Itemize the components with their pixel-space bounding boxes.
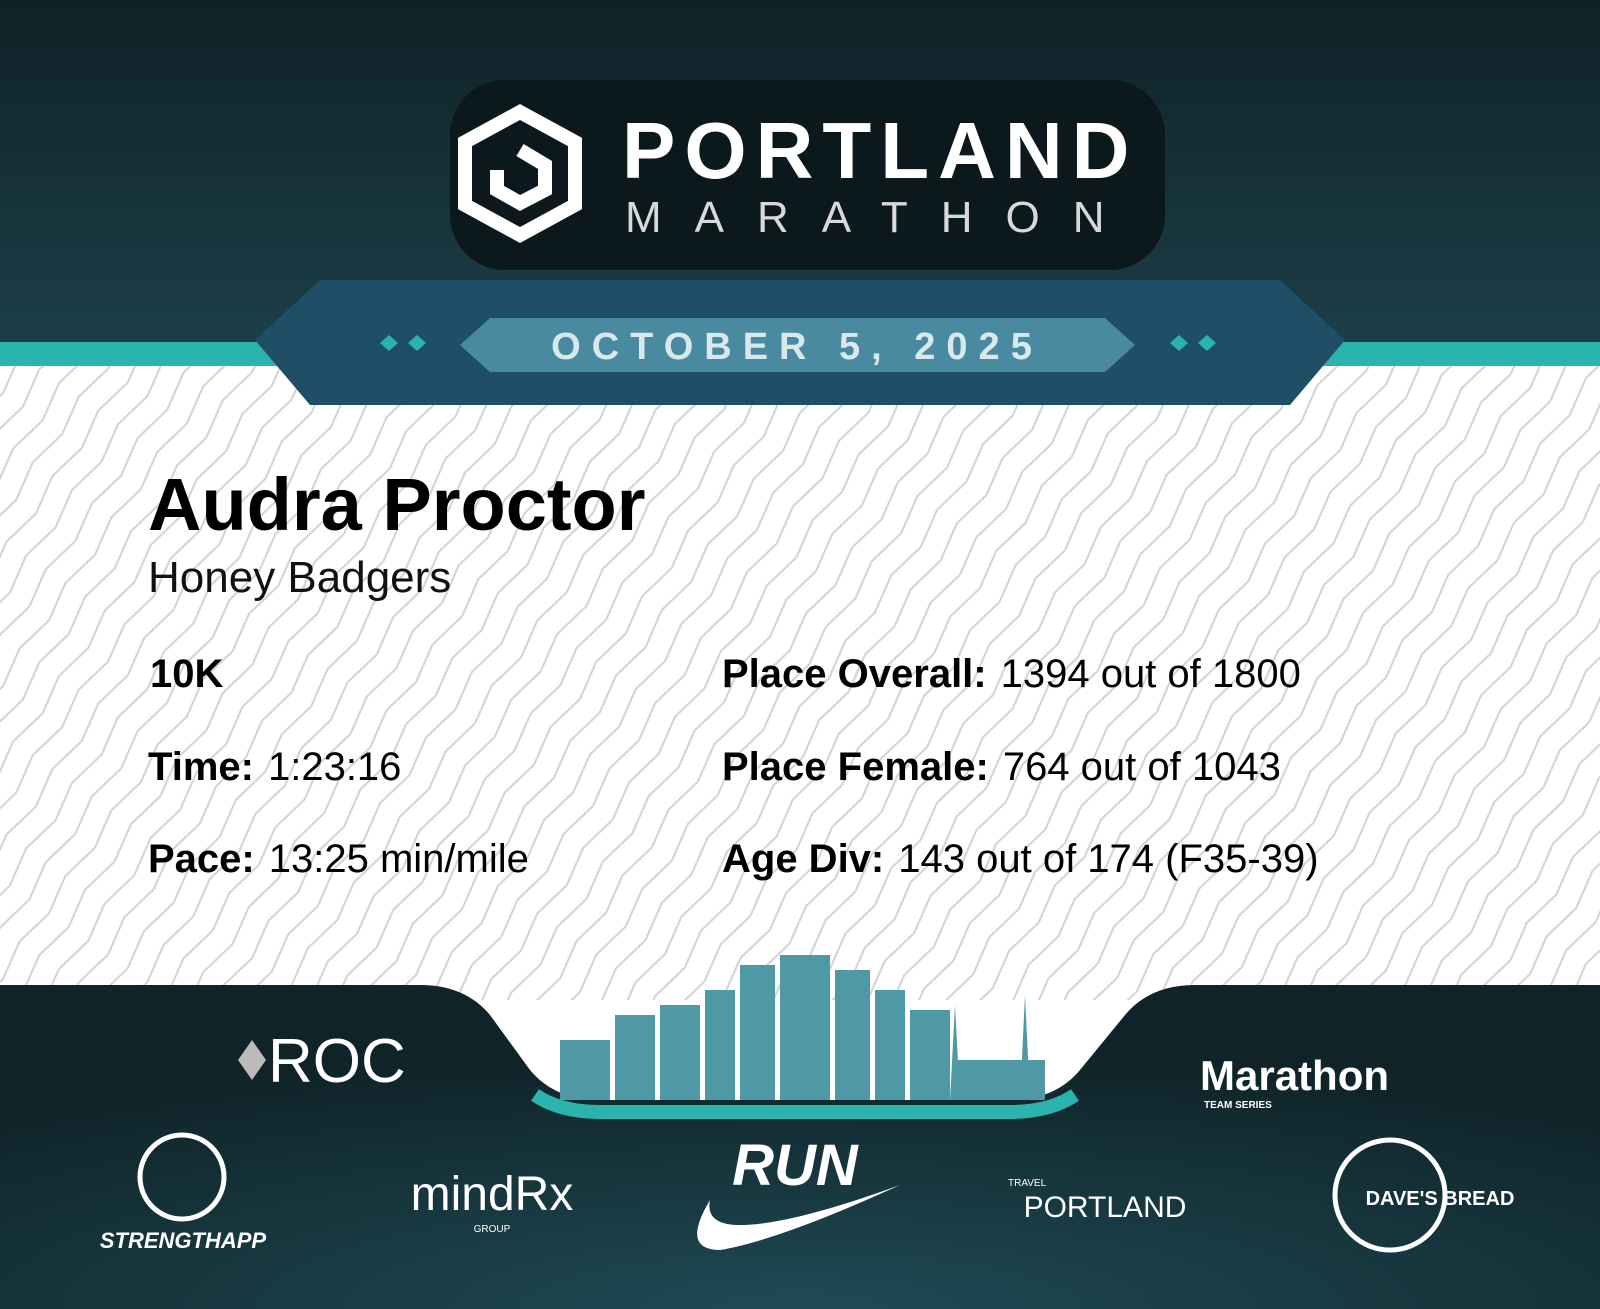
logo-title: PORTLAND bbox=[622, 106, 1138, 195]
swoosh bbox=[697, 1185, 900, 1250]
sponsor-run: RUN bbox=[732, 1133, 859, 1198]
stat-value: 143 out of 174 (F35-39) bbox=[898, 837, 1318, 881]
sponsor-marathon-tagline: TEAM SERIES bbox=[1204, 1100, 1272, 1111]
stat: Age Div: 143 out of 174 (F35-39) bbox=[722, 837, 1319, 881]
stat: Place Overall: 1394 out of 1800 bbox=[722, 652, 1301, 696]
logo-icon bbox=[458, 104, 582, 243]
sponsor-portland: PORTLAND bbox=[1024, 1191, 1187, 1224]
logo-subtitle: MARATHON bbox=[625, 193, 1138, 242]
stat-value: 1394 out of 1800 bbox=[1001, 652, 1301, 696]
stat-label: Place Overall: bbox=[722, 652, 987, 696]
stat-value: 764 out of 1043 bbox=[1003, 745, 1281, 789]
stat: Time: 1:23:16 bbox=[148, 745, 401, 789]
daves-mark bbox=[1332, 1137, 1448, 1253]
runner-name: Audra Proctor bbox=[148, 463, 646, 546]
team-name: Honey Badgers bbox=[148, 553, 451, 602]
stat-label: Age Div: bbox=[722, 837, 884, 881]
sponsor-mindrx-tagline: GROUP bbox=[474, 1224, 511, 1235]
sponsor-daves: DAVE'S BREAD bbox=[1366, 1188, 1515, 1210]
stat-value: 13:25 min/mile bbox=[269, 837, 529, 881]
event-date: OCTOBER 5, 2025 bbox=[551, 326, 1043, 368]
pattern bbox=[0, 350, 1600, 1000]
date-plate bbox=[460, 318, 1135, 372]
logo-backdrop bbox=[450, 80, 1165, 270]
stat-label: Pace: bbox=[148, 837, 255, 881]
sponsor-mindrx: mindRx bbox=[411, 1168, 574, 1221]
stat-value: 1:23:16 bbox=[268, 745, 401, 789]
sponsor-strengthapp: STRENGTHAPP bbox=[100, 1228, 267, 1253]
stat-label: Place Female: bbox=[722, 745, 989, 789]
sponsor-marathon: Marathon bbox=[1200, 1052, 1389, 1099]
stats: Time: 1:23:16 Pace: 13:25 min/mile Place Ove… bbox=[148, 652, 1319, 881]
skyline bbox=[560, 955, 1045, 1100]
sponsor-portland-tagline: TRAVEL bbox=[1008, 1178, 1047, 1189]
bottom-stripe bbox=[531, 1089, 1079, 1119]
roc-mark bbox=[238, 1040, 266, 1080]
bottom-band bbox=[0, 985, 1600, 1309]
strengthapp-mark bbox=[137, 1132, 227, 1222]
stat: Place Female: 764 out of 1043 bbox=[722, 745, 1281, 789]
sponsor-roc: ROC bbox=[268, 1027, 406, 1096]
sponsors: ROC Marathon TEAM SERIES STRENGTHAPP min… bbox=[100, 1027, 1515, 1253]
stat: Pace: 13:25 min/mile bbox=[148, 837, 529, 881]
stat-label: Time: bbox=[148, 745, 254, 789]
event-name: 10K bbox=[150, 652, 223, 696]
